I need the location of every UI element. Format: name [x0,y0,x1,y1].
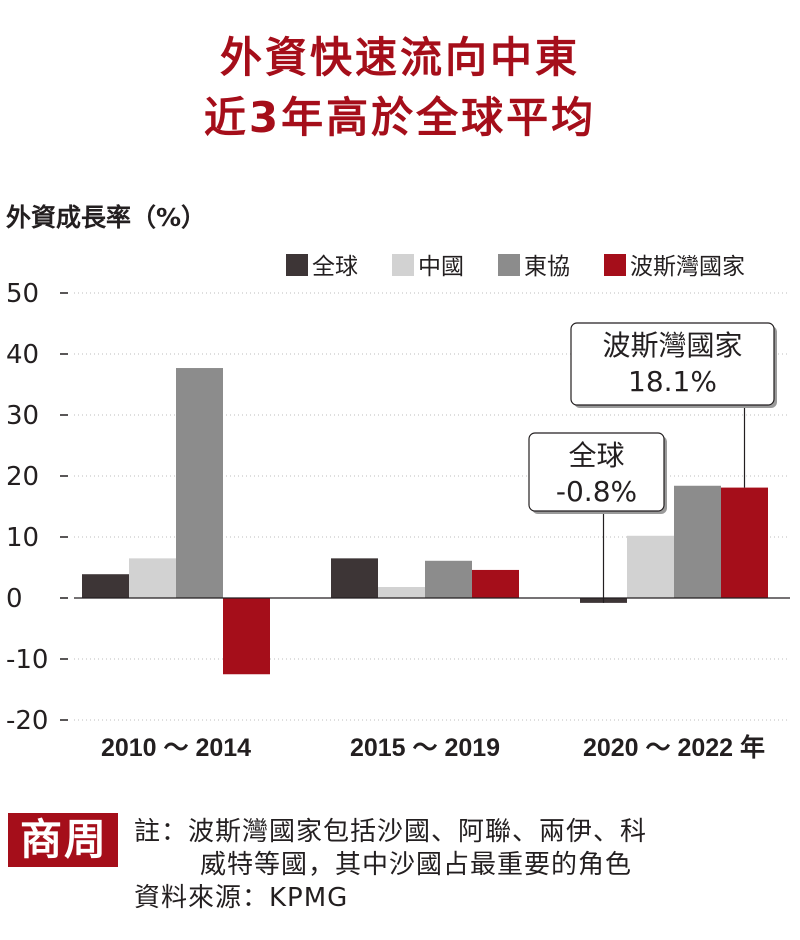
callout-label-0: 全球 [568,439,624,472]
note-line-1: 註：波斯灣國家包括沙國、阿聯、兩伊、科 [134,817,648,847]
legend-label-gulf: 波斯灣國家 [630,254,745,280]
bar-global-0 [82,574,129,598]
logo-char-1: 商 [19,815,62,864]
bar-global-1 [331,558,378,598]
x-tick-label-1: 2015 ～ 2019 [350,734,500,762]
callout-label-1: 波斯灣國家 [602,329,742,362]
y-tick-label-0: 50 [6,279,39,309]
y-tick-label-6: -10 [6,645,48,675]
bar-asean-2 [674,485,721,598]
legend-swatch-global [286,254,308,276]
bar-gulf-2 [721,487,768,598]
bar-chart: 50 40 30 20 10 0 -10 -20 2010 ～ 2014 2015 ～ 2019 2… [6,254,790,762]
bar-china-1 [378,587,425,598]
y-tick-label-2: 30 [6,401,39,431]
callout-box-0 [528,432,665,512]
bar-asean-1 [425,560,472,598]
x-tick-label-2: 2020 ～ 2022 年 [583,733,765,762]
y-tick-label-3: 20 [6,462,39,492]
legend-label-china: 中國 [418,254,464,280]
bar-china-0 [129,558,176,598]
note-line-2: 威特等國，其中沙國占最重要的角色 [200,850,633,880]
legend-label-asean: 東協 [524,254,570,280]
chart-title-line2: 近3年高於全球平均 [203,93,597,142]
bar-gulf-1 [472,569,519,598]
legend-label-global: 全球 [312,254,358,280]
legend-swatch-gulf [604,254,626,276]
callout-value-1: 18.1% [628,365,717,398]
source-line: 資料來源：KPMG [134,883,349,913]
publisher-logo: 商 周 [8,813,118,867]
y-tick-label-5: 0 [6,584,23,614]
callout-box-1 [570,322,775,406]
chart-title-line1: 外資快速流向中東 [219,33,580,82]
y-tick-label-4: 10 [6,523,39,553]
bar-china-2 [627,535,674,598]
y-tick-label-1: 40 [6,340,39,370]
legend-swatch-china [392,254,414,276]
bar-gulf-0 [223,598,270,675]
y-tick-label-7: -20 [6,706,48,736]
x-tick-label-0: 2010 ～ 2014 [101,734,251,762]
y-axis-label: 外資成長率（%） [6,203,207,232]
callout-value-0: -0.8% [556,475,637,508]
legend-swatch-asean [498,254,520,276]
logo-char-2: 周 [64,815,107,864]
bar-asean-0 [176,368,223,598]
